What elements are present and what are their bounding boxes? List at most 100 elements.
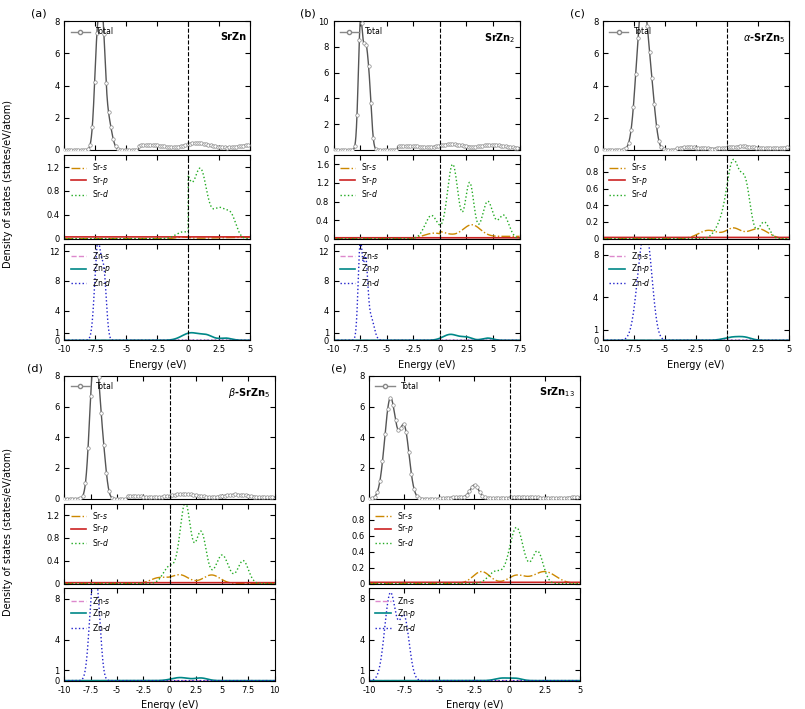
Sr-$d$: [448, 160, 457, 169]
Zn-$d$: [356, 236, 365, 245]
Zn-$s$: [415, 336, 424, 345]
Zn-$d$: [156, 676, 166, 685]
Sr-$p$: [568, 578, 578, 586]
Sr-$p$: [264, 579, 274, 587]
Sr-$s$: [461, 577, 471, 586]
Line: Sr-$s$: Sr-$s$: [334, 225, 519, 239]
Sr-$p$: [575, 578, 584, 586]
Sr-$s$: [375, 579, 385, 588]
X-axis label: Energy (eV): Energy (eV): [446, 700, 503, 709]
Zn-$d$: [70, 676, 80, 685]
Zn-$p$: [735, 333, 745, 341]
Zn-$p$: [569, 676, 579, 685]
Zn-$d$: [69, 336, 79, 345]
Zn-$d$: [598, 336, 608, 345]
Sr-$d$: [575, 579, 584, 588]
Zn-$p$: [187, 328, 196, 337]
Zn-$s$: [162, 676, 171, 685]
Zn-$p$: [329, 336, 339, 345]
Zn-$s$: [60, 336, 69, 345]
Sr-$s$: [530, 570, 539, 579]
Zn-$d$: [329, 336, 339, 345]
Legend: Zn-$s$, Zn-$p$, Zn-$d$: Zn-$s$, Zn-$p$, Zn-$d$: [374, 592, 419, 635]
Legend: Total: Total: [337, 25, 386, 39]
Sr-$d$: [569, 579, 579, 588]
Zn-$d$: [778, 336, 788, 345]
Zn-$d$: [461, 676, 471, 685]
Zn-$d$: [270, 676, 279, 685]
Zn-$s$: [329, 336, 339, 345]
Zn-$s$: [419, 336, 429, 345]
Text: SrZn$_{13}$: SrZn$_{13}$: [539, 386, 576, 399]
Sr-$s$: [338, 235, 348, 243]
Sr-$p$: [240, 233, 250, 241]
Zn-$p$: [784, 336, 794, 345]
Zn-$p$: [270, 676, 279, 685]
Zn-$d$: [415, 336, 424, 345]
Text: (e): (e): [332, 363, 347, 374]
Sr-$s$: [159, 235, 168, 243]
Zn-$d$: [240, 336, 250, 345]
Zn-$p$: [264, 676, 274, 685]
Sr-$p$: [264, 579, 274, 587]
Zn-$p$: [514, 336, 524, 345]
Line: Zn-$p$: Zn-$p$: [64, 678, 275, 681]
Sr-$d$: [60, 579, 69, 588]
Zn-$s$: [145, 336, 155, 345]
Line: Sr-$d$: Sr-$d$: [369, 527, 580, 584]
Sr-$d$: [69, 235, 79, 243]
Zn-$p$: [778, 336, 788, 345]
Text: (d): (d): [27, 363, 43, 374]
Sr-$d$: [162, 564, 171, 572]
Zn-$d$: [206, 336, 216, 345]
Sr-$s$: [514, 232, 524, 240]
Sr-$d$: [180, 498, 190, 506]
Zn-$p$: [150, 336, 159, 345]
Line: Sr-$s$: Sr-$s$: [369, 571, 580, 584]
Zn-$s$: [427, 676, 437, 685]
Zn-$s$: [264, 676, 274, 685]
X-axis label: Energy (eV): Energy (eV): [141, 700, 198, 709]
Sr-$s$: [145, 235, 155, 243]
Sr-$s$: [240, 233, 250, 242]
Zn-$d$: [338, 336, 348, 345]
Zn-$p$: [778, 336, 788, 345]
Zn-$s$: [264, 676, 274, 685]
Zn-$p$: [745, 334, 754, 342]
Sr-$s$: [778, 234, 788, 242]
Zn-$d$: [510, 336, 519, 345]
X-axis label: Energy (eV): Energy (eV): [667, 359, 724, 369]
Legend: Sr-$s$, Sr-$p$, Sr-$d$: Sr-$s$, Sr-$p$, Sr-$d$: [607, 159, 650, 201]
Line: Zn-$d$: Zn-$d$: [369, 593, 580, 681]
Sr-$s$: [264, 579, 274, 588]
Zn-$s$: [510, 336, 519, 345]
Sr-$p$: [156, 579, 166, 587]
Sr-$d$: [156, 572, 166, 581]
Zn-$s$: [270, 676, 279, 685]
Sr-$p$: [608, 233, 617, 242]
Zn-$s$: [375, 676, 385, 685]
Zn-$p$: [598, 336, 608, 345]
Zn-$p$: [264, 676, 274, 685]
Sr-$s$: [575, 579, 584, 588]
Line: Sr-$d$: Sr-$d$: [603, 160, 789, 239]
Sr-$d$: [530, 549, 540, 557]
Zn-$d$: [689, 336, 699, 345]
Zn-$p$: [510, 336, 519, 345]
Sr-$s$: [365, 579, 374, 588]
Sr-$p$: [467, 578, 477, 586]
Zn-$d$: [60, 336, 69, 345]
Sr-$d$: [329, 235, 339, 243]
Line: Sr-$s$: Sr-$s$: [64, 575, 275, 584]
Text: $\beta$-SrZn$_5$: $\beta$-SrZn$_5$: [229, 386, 270, 400]
Sr-$d$: [264, 579, 274, 588]
Sr-$s$: [415, 233, 424, 241]
Legend: Sr-$s$, Sr-$p$, Sr-$d$: Sr-$s$, Sr-$p$, Sr-$d$: [374, 508, 417, 550]
Sr-$p$: [745, 233, 754, 242]
Sr-$p$: [530, 578, 539, 586]
Zn-$d$: [93, 237, 103, 245]
Sr-$d$: [264, 579, 274, 588]
Sr-$p$: [778, 233, 788, 242]
Sr-$p$: [145, 233, 155, 241]
Zn-$s$: [475, 336, 485, 345]
